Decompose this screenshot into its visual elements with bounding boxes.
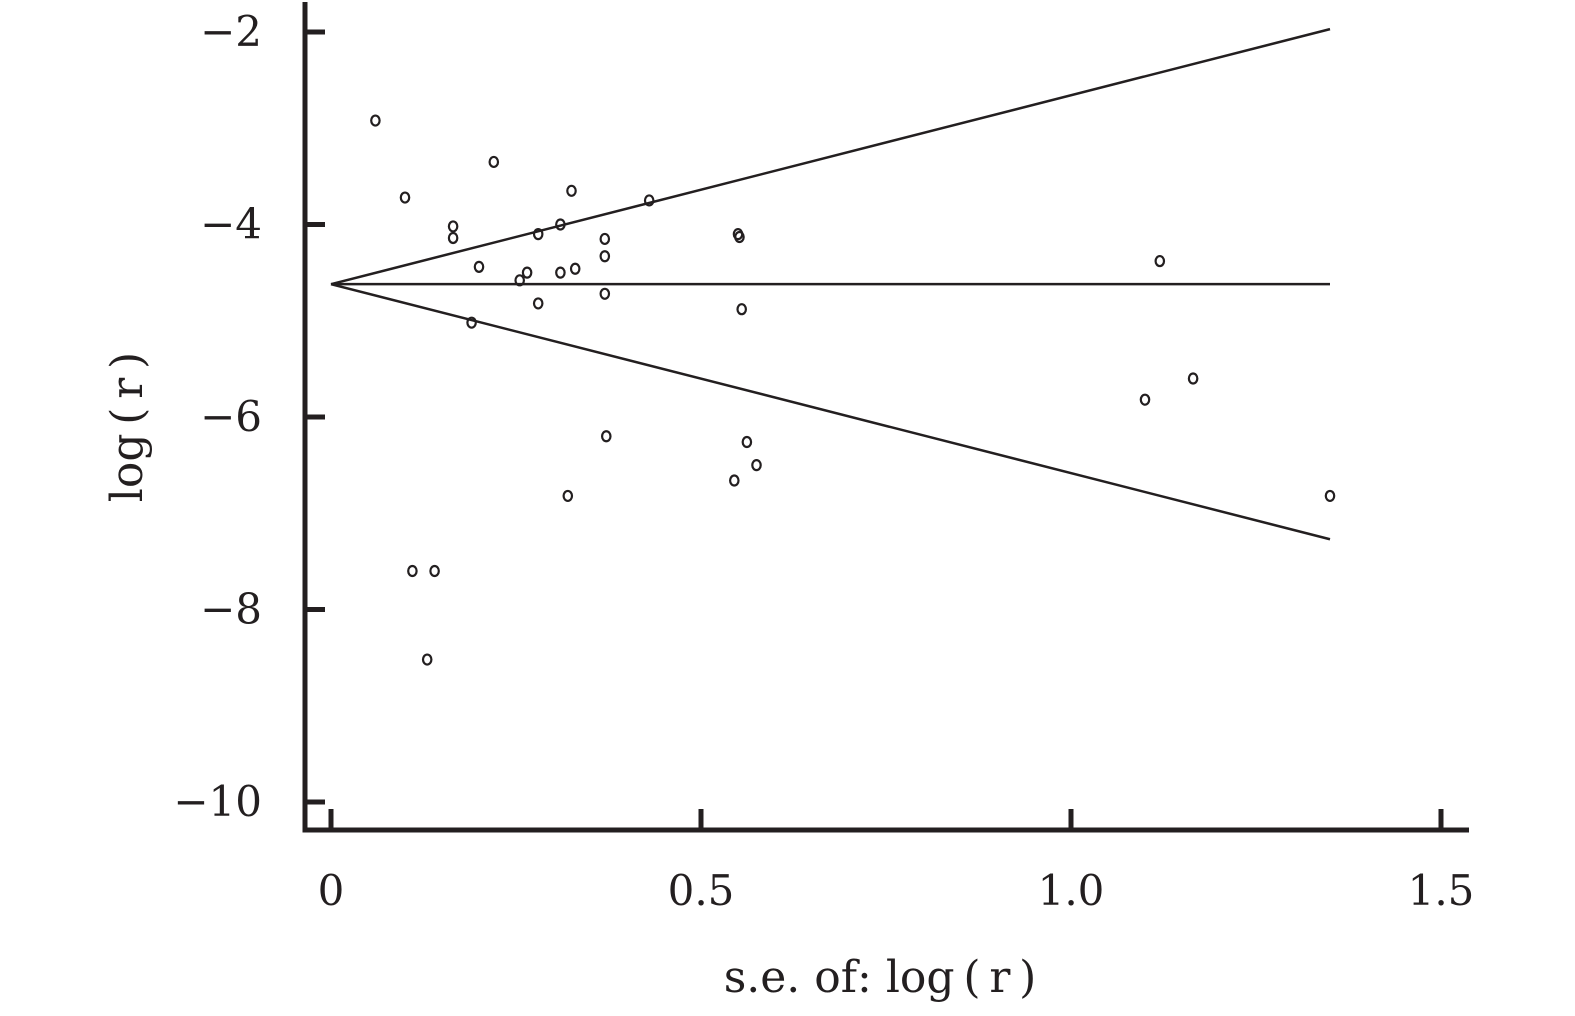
data-point [741,435,753,449]
data-point [600,430,612,443]
data-point [569,262,581,275]
y-tick-label: −4 [200,200,262,249]
data-point [421,653,433,666]
data-point [488,155,500,169]
data-point [1324,489,1336,503]
data-point [532,297,544,310]
x-tick-label: 0.5 [668,866,735,915]
x-tick-label: 1.0 [1038,866,1105,915]
data-point [1187,372,1199,385]
data-point [447,220,459,233]
data-point [599,287,611,300]
data-point [599,250,611,263]
data-point [728,474,740,487]
data-point [555,218,566,231]
data-point [370,114,381,127]
data-point [566,184,577,197]
data-point [399,191,411,204]
data-point [514,274,525,287]
y-tick-label: −10 [173,777,262,826]
x-axis-title: s.e. of: log ( r ) [724,952,1037,1003]
y-tick-label: −2 [200,7,262,56]
data-point [751,459,762,472]
data-point [562,489,574,503]
y-axis-title: log ( r ) [102,352,153,502]
plot-area [330,27,1336,666]
data-point [1154,254,1166,268]
data-point [736,303,747,316]
y-tick-label: −8 [200,585,262,634]
data-point [407,564,418,578]
data-point [473,260,485,273]
data-point [599,232,611,246]
y-tick-label: −6 [200,392,262,441]
data-point [521,266,533,279]
data-point [429,564,440,578]
data-point [734,230,745,244]
axes: −2 −4 −6 −8 −10 0 0.5 1.0 1.5 [173,2,1474,915]
data-point [555,266,566,279]
data-point [466,316,477,329]
lower-funnel-line [330,282,1331,541]
data-point [532,228,544,241]
data-point [1139,393,1151,406]
data-point [447,231,459,245]
x-tick-label: 1.5 [1408,866,1475,915]
data-point [643,194,655,207]
upper-funnel-line [330,27,1331,286]
x-tick-label: 0 [318,866,345,915]
